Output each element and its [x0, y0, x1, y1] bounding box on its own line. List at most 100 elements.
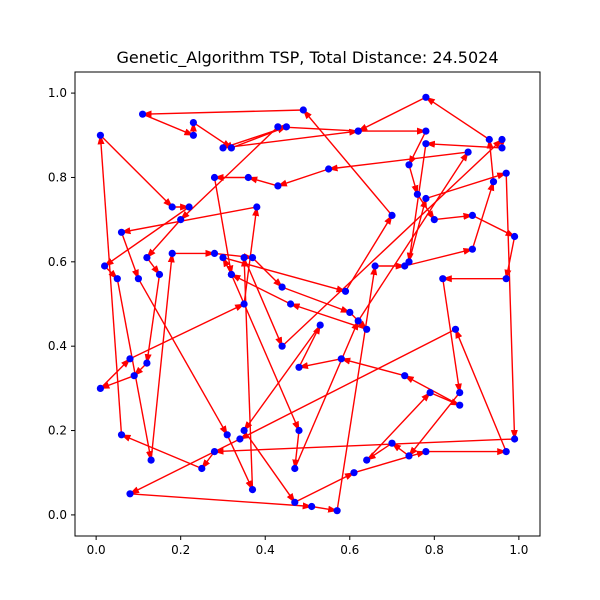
route-segment [340, 357, 405, 377]
city-point [278, 283, 286, 291]
city-point [244, 173, 252, 182]
city-point [210, 249, 219, 257]
x-tick-label: 0.4 [256, 543, 275, 557]
route-segment [292, 430, 300, 470]
route-segment [404, 247, 474, 267]
route-segment [442, 278, 462, 394]
city-point [371, 262, 379, 270]
plot-area-frame [74, 71, 541, 537]
city-point [278, 342, 286, 350]
route-segment [239, 328, 456, 440]
city-point [189, 131, 197, 139]
chart-title: Genetic_Algorithm TSP, Total Distance: 2… [117, 48, 499, 68]
route-segment [247, 176, 279, 187]
route-segment [243, 430, 296, 504]
route-segment [129, 303, 246, 360]
x-axis: 0.0 0.2 0.4 0.6 0.8 1.0 [87, 536, 528, 557]
route-segment [276, 168, 329, 187]
route-segment [144, 274, 161, 365]
route-segment [353, 450, 427, 474]
route-segment [298, 358, 342, 369]
city-point [489, 178, 498, 186]
city-point [291, 464, 299, 473]
city-point [240, 300, 248, 308]
city-point [130, 372, 138, 380]
city-point [282, 123, 290, 131]
route-segment [424, 140, 503, 149]
city-point [388, 439, 396, 447]
city-point [510, 435, 519, 443]
city-point [143, 254, 151, 262]
route-segment [141, 109, 304, 118]
city-point [401, 372, 409, 380]
x-tick-label: 0.8 [425, 543, 444, 557]
city-points [96, 93, 519, 515]
city-point [274, 182, 282, 190]
city-point [126, 490, 134, 498]
y-tick-label: 0.4 [48, 339, 67, 353]
route-segment [357, 96, 427, 132]
route-segment [146, 219, 182, 259]
route-segment [99, 358, 131, 389]
city-point [299, 106, 307, 114]
city-point [198, 464, 206, 473]
city-point [413, 190, 421, 198]
route-segment [103, 206, 190, 267]
city-point [227, 270, 235, 279]
route-segment [504, 236, 516, 280]
city-point [291, 498, 299, 506]
city-point [240, 426, 248, 435]
city-point [451, 325, 460, 333]
route-segment [408, 164, 419, 196]
city-point [236, 435, 244, 443]
route-segment [120, 434, 203, 470]
route-segment [434, 212, 474, 221]
city-point [502, 169, 510, 177]
route-segment [243, 324, 321, 432]
city-point [248, 486, 257, 494]
city-point [502, 448, 510, 456]
route-segment [226, 434, 254, 491]
city-point [456, 389, 464, 397]
route-segment [406, 143, 427, 263]
city-point [464, 148, 472, 156]
x-tick-label: 0.6 [340, 543, 359, 557]
route-segment [505, 173, 518, 440]
city-point [337, 355, 345, 363]
city-point [287, 300, 295, 308]
city-point [117, 228, 126, 236]
route-segment [298, 324, 321, 368]
route-segment [137, 278, 228, 436]
city-point [430, 216, 438, 224]
city-point [405, 258, 413, 266]
city-point [248, 254, 257, 262]
city-point [388, 211, 396, 219]
route-segment [281, 138, 503, 347]
route-segment [471, 180, 495, 250]
route-segment [425, 172, 508, 200]
city-point [168, 249, 176, 257]
route-segment [454, 328, 507, 452]
route-segment [213, 438, 515, 455]
city-point [101, 262, 109, 270]
city-point [325, 165, 333, 173]
city-point [147, 456, 155, 464]
city-point [295, 426, 303, 435]
route-segment [408, 197, 427, 262]
city-point [426, 389, 434, 397]
city-point [113, 275, 121, 283]
city-point [363, 325, 371, 333]
route-segment [230, 273, 291, 305]
route-segment [276, 123, 359, 132]
y-axis: 0.0 0.2 0.4 0.6 0.8 1.0 [48, 86, 75, 522]
city-point [168, 203, 176, 211]
route-segment [222, 126, 287, 149]
route-segment [222, 128, 360, 149]
y-tick-label: 0.0 [48, 508, 67, 522]
city-point [439, 275, 447, 283]
city-point [405, 452, 413, 460]
city-point [253, 203, 261, 211]
x-tick-label: 0.2 [171, 543, 190, 557]
route-segment [252, 257, 283, 288]
